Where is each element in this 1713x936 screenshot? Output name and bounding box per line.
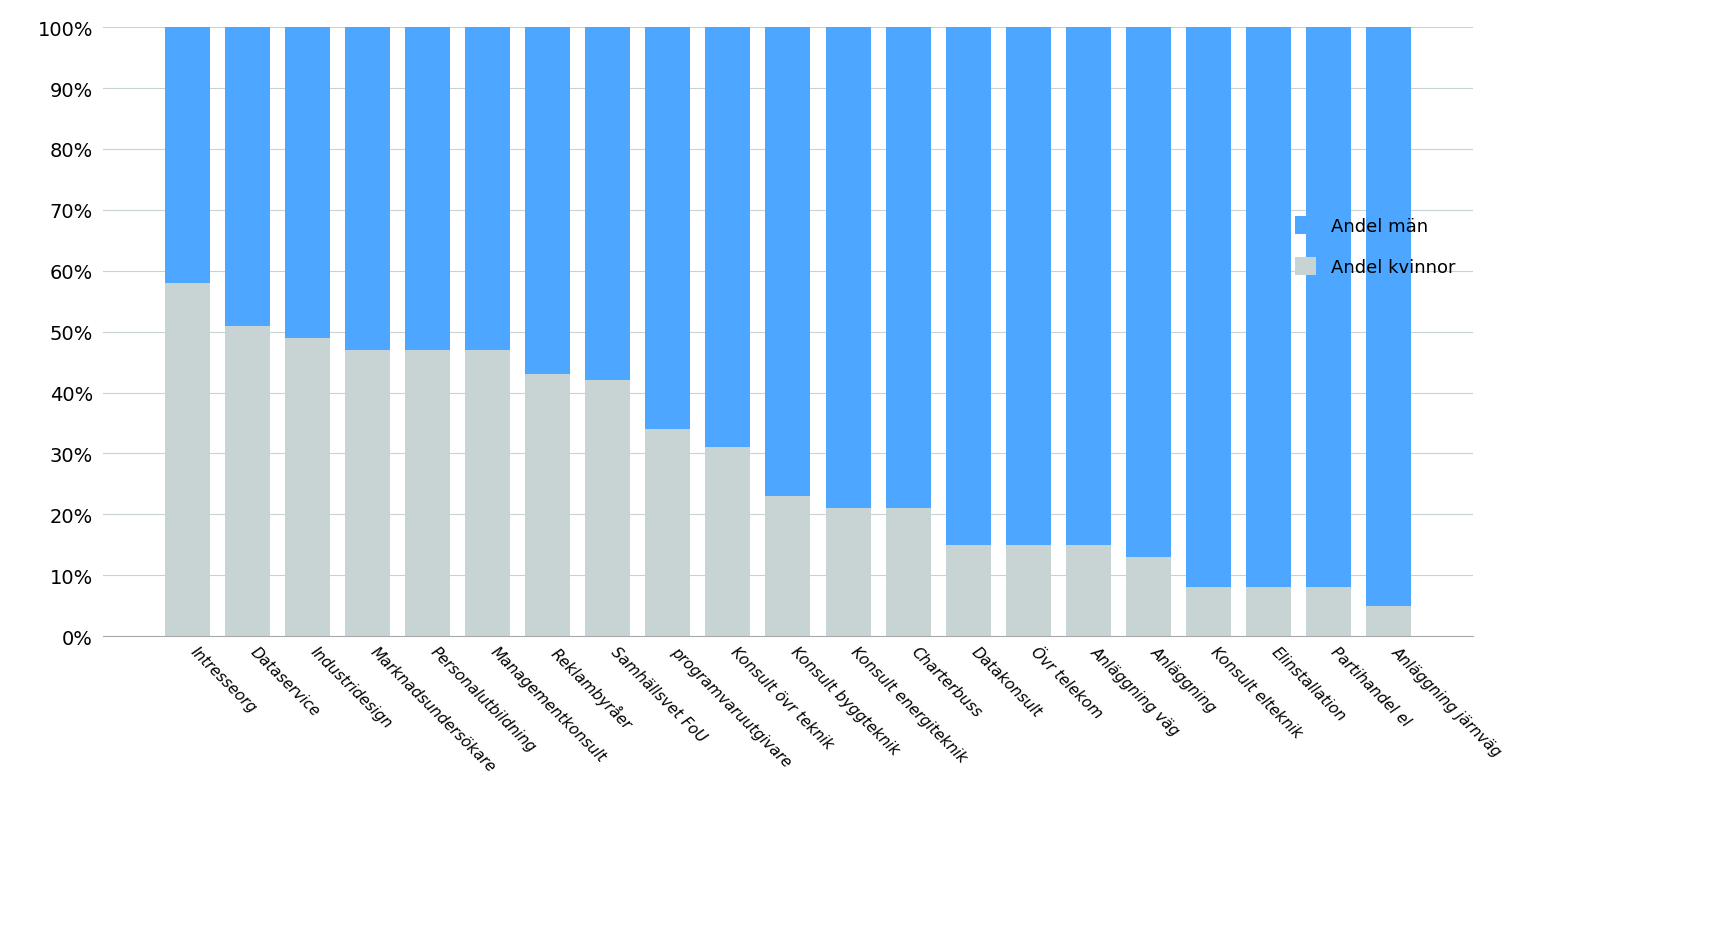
Bar (466, 351, 510, 636)
Bar (706, 28, 750, 448)
Bar (946, 28, 990, 545)
Bar (1245, 588, 1292, 636)
Bar (886, 28, 930, 509)
Bar (284, 338, 331, 636)
Bar (766, 496, 810, 636)
Bar (706, 448, 750, 636)
Bar (1125, 557, 1170, 636)
Bar (1065, 545, 1110, 636)
Bar (586, 381, 630, 636)
Bar (1245, 28, 1292, 588)
Bar (526, 374, 570, 636)
Bar (646, 28, 690, 430)
Bar (886, 509, 930, 636)
Bar (826, 509, 870, 636)
Bar (284, 28, 331, 338)
Bar (1006, 545, 1050, 636)
Bar (1185, 28, 1230, 588)
Bar (1305, 588, 1352, 636)
Bar (1065, 28, 1110, 545)
Bar (826, 28, 870, 509)
Bar (526, 28, 570, 374)
Bar (646, 430, 690, 636)
Bar (946, 545, 990, 636)
Bar (406, 28, 451, 351)
Legend: Andel män, Andel kvinnor: Andel män, Andel kvinnor (1285, 208, 1465, 285)
Bar (224, 28, 271, 326)
Bar (766, 28, 810, 496)
Bar (164, 28, 211, 284)
Bar (586, 28, 630, 381)
Bar (346, 351, 391, 636)
Bar (406, 351, 451, 636)
Bar (1125, 28, 1170, 557)
Bar (1365, 607, 1412, 636)
Bar (224, 326, 271, 636)
Bar (1185, 588, 1230, 636)
Bar (466, 28, 510, 351)
Bar (346, 28, 391, 351)
Bar (1006, 28, 1050, 545)
Bar (1365, 28, 1412, 607)
Bar (1305, 28, 1352, 588)
Bar (164, 284, 211, 636)
